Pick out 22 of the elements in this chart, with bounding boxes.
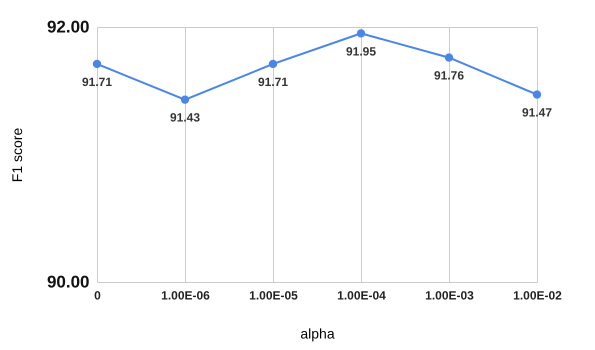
data-label: 91.76 [434,68,464,83]
y-tick-label: 90.00 [46,272,90,292]
data-label: 91.43 [170,110,200,125]
point [92,60,102,68]
point [532,90,542,99]
y-tick-label: 92.00 [46,18,90,36]
x-tick-label: 1.00E-05 [249,288,298,302]
data-label: 91.71 [258,74,288,89]
point [356,29,366,38]
x-tick-label: 0 [94,288,102,302]
data-label: 91.71 [82,74,112,89]
data-label: 91.95 [346,44,376,58]
point [180,96,190,104]
y-axis-title: F1 score [8,128,25,182]
data-label: 91.47 [522,106,552,120]
point [444,53,454,62]
x-tick-label: 1.00E-02 [513,288,562,302]
point [268,60,278,68]
x-tick-label: 1.00E-03 [425,288,474,302]
x-axis-title: alpha [300,326,335,342]
x-tick-label: 1.00E-06 [161,288,210,302]
x-tick-label: 1.00E-04 [337,288,386,302]
